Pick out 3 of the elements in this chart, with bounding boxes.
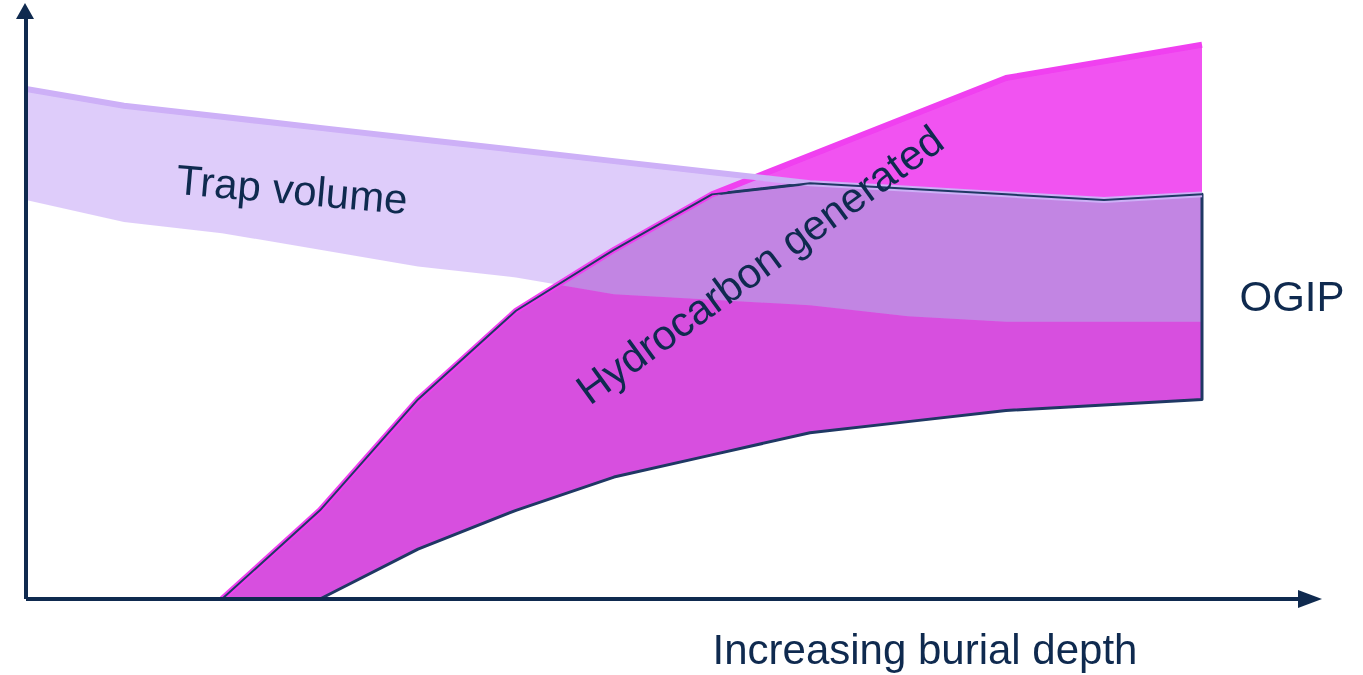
x-axis-title: Increasing burial depth bbox=[712, 626, 1138, 674]
text: OGIP bbox=[1239, 273, 1345, 321]
series-label: Trap volume bbox=[174, 155, 410, 225]
